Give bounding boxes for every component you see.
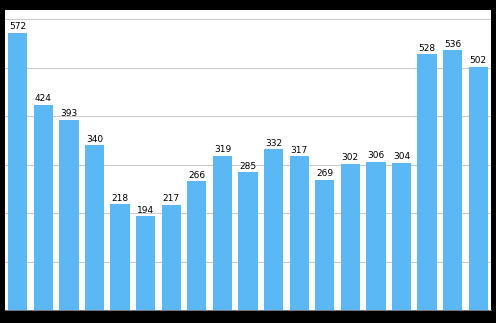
- Text: 528: 528: [419, 44, 435, 53]
- Text: 194: 194: [137, 206, 154, 214]
- Bar: [34, 105, 53, 310]
- Bar: [162, 205, 181, 310]
- Text: 393: 393: [61, 109, 77, 118]
- Bar: [8, 33, 27, 310]
- Text: 269: 269: [316, 169, 333, 178]
- Text: 285: 285: [240, 162, 256, 171]
- Text: 332: 332: [265, 139, 282, 148]
- Text: 536: 536: [444, 40, 461, 49]
- Bar: [239, 172, 257, 310]
- Bar: [341, 164, 360, 310]
- Text: 317: 317: [291, 146, 308, 155]
- Text: 266: 266: [188, 171, 205, 180]
- Bar: [290, 156, 309, 310]
- Bar: [264, 149, 283, 310]
- Bar: [60, 120, 78, 310]
- Text: 302: 302: [342, 153, 359, 162]
- Text: 572: 572: [9, 23, 26, 31]
- Text: 340: 340: [86, 135, 103, 144]
- Bar: [213, 155, 232, 310]
- Bar: [85, 145, 104, 310]
- Bar: [315, 180, 334, 310]
- Text: 218: 218: [112, 194, 128, 203]
- Text: 304: 304: [393, 152, 410, 161]
- Text: 502: 502: [470, 57, 487, 65]
- Bar: [136, 216, 155, 310]
- Bar: [111, 204, 129, 310]
- Text: 319: 319: [214, 145, 231, 154]
- Bar: [469, 67, 488, 310]
- Bar: [392, 163, 411, 310]
- Bar: [187, 181, 206, 310]
- Text: 217: 217: [163, 194, 180, 203]
- Bar: [443, 50, 462, 310]
- Bar: [418, 54, 436, 310]
- Text: 306: 306: [368, 151, 384, 160]
- Text: 424: 424: [35, 94, 52, 103]
- Bar: [367, 162, 385, 310]
